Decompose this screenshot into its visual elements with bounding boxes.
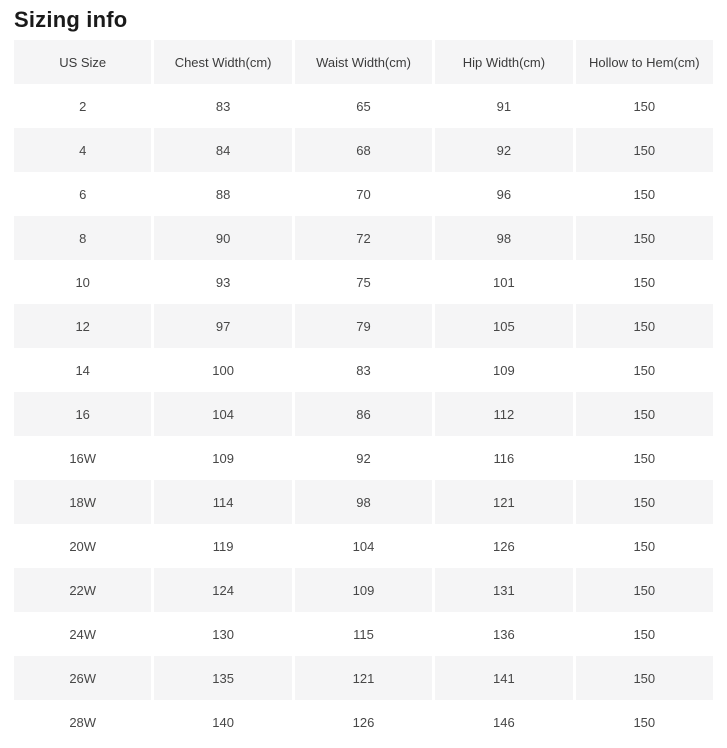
table-row: 16W 109 92 116 150 — [14, 436, 713, 480]
table-cell: 150 — [575, 172, 713, 216]
table-cell: 150 — [575, 700, 713, 744]
table-row: 28W 140 126 146 150 — [14, 700, 713, 744]
table-cell: 146 — [435, 700, 573, 744]
table-cell: 119 — [154, 524, 292, 568]
table-cell: 114 — [154, 480, 292, 524]
table-cell: 109 — [154, 436, 292, 480]
table-cell: 72 — [294, 216, 433, 260]
column-header: US Size — [14, 40, 152, 84]
column-header: Waist Width(cm) — [294, 40, 433, 84]
table-cell: 12 — [14, 304, 152, 348]
table-row: 10 93 75 101 150 — [14, 260, 713, 304]
table-cell: 79 — [294, 304, 433, 348]
table-cell: 83 — [294, 348, 433, 392]
table-cell: 16W — [14, 436, 152, 480]
table-cell: 22W — [14, 568, 152, 612]
column-header: Chest Width(cm) — [154, 40, 292, 84]
table-cell: 115 — [294, 612, 433, 656]
table-cell: 90 — [154, 216, 292, 260]
table-row: 26W 135 121 141 150 — [14, 656, 713, 700]
table-cell: 150 — [575, 84, 713, 128]
table-row: 16 104 86 112 150 — [14, 392, 713, 436]
table-cell: 150 — [575, 436, 713, 480]
table-cell: 150 — [575, 480, 713, 524]
table-cell: 10 — [14, 260, 152, 304]
table-cell: 86 — [294, 392, 433, 436]
table-cell: 121 — [294, 656, 433, 700]
table-cell: 105 — [435, 304, 573, 348]
table-row: 4 84 68 92 150 — [14, 128, 713, 172]
table-cell: 70 — [294, 172, 433, 216]
table-cell: 8 — [14, 216, 152, 260]
table-row: 12 97 79 105 150 — [14, 304, 713, 348]
table-cell: 6 — [14, 172, 152, 216]
table-cell: 104 — [294, 524, 433, 568]
table-cell: 109 — [435, 348, 573, 392]
table-cell: 130 — [154, 612, 292, 656]
table-row: 14 100 83 109 150 — [14, 348, 713, 392]
table-cell: 2 — [14, 84, 152, 128]
table-cell: 109 — [294, 568, 433, 612]
table-cell: 28W — [14, 700, 152, 744]
table-cell: 104 — [154, 392, 292, 436]
table-row: 22W 124 109 131 150 — [14, 568, 713, 612]
table-cell: 121 — [435, 480, 573, 524]
table-row: 24W 130 115 136 150 — [14, 612, 713, 656]
page-title: Sizing info — [14, 7, 128, 32]
table-cell: 20W — [14, 524, 152, 568]
table-cell: 24W — [14, 612, 152, 656]
table-cell: 150 — [575, 260, 713, 304]
table-cell: 4 — [14, 128, 152, 172]
table-cell: 84 — [154, 128, 292, 172]
table-cell: 150 — [575, 128, 713, 172]
table-header-row: US Size Chest Width(cm) Waist Width(cm) Hip… — [14, 40, 713, 84]
table-cell: 141 — [435, 656, 573, 700]
table-cell: 136 — [435, 612, 573, 656]
column-header: Hollow to Hem(cm) — [575, 40, 713, 84]
table-cell: 14 — [14, 348, 152, 392]
table-cell: 124 — [154, 568, 292, 612]
table-cell: 150 — [575, 568, 713, 612]
table-cell: 98 — [294, 480, 433, 524]
table-row: 6 88 70 96 150 — [14, 172, 713, 216]
table-cell: 140 — [154, 700, 292, 744]
table-cell: 65 — [294, 84, 433, 128]
table-cell: 18W — [14, 480, 152, 524]
table-cell: 16 — [14, 392, 152, 436]
table-cell: 91 — [435, 84, 573, 128]
table-cell: 112 — [435, 392, 573, 436]
table-cell: 116 — [435, 436, 573, 480]
table-cell: 135 — [154, 656, 292, 700]
table-cell: 150 — [575, 656, 713, 700]
table-cell: 88 — [154, 172, 292, 216]
table-cell: 150 — [575, 348, 713, 392]
table-cell: 98 — [435, 216, 573, 260]
sizing-table: US Size Chest Width(cm) Waist Width(cm) Hip… — [14, 40, 713, 744]
table-cell: 150 — [575, 392, 713, 436]
table-body: 2 83 65 91 150 4 84 68 92 150 6 88 70 96 150 8 90 72 98 150… — [14, 84, 713, 744]
table-cell: 97 — [154, 304, 292, 348]
table-row: 20W 119 104 126 150 — [14, 524, 713, 568]
table-cell: 93 — [154, 260, 292, 304]
table-cell: 126 — [435, 524, 573, 568]
table-cell: 126 — [294, 700, 433, 744]
table-row: 8 90 72 98 150 — [14, 216, 713, 260]
table-cell: 100 — [154, 348, 292, 392]
table-row: 2 83 65 91 150 — [14, 84, 713, 128]
table-cell: 131 — [435, 568, 573, 612]
table-cell: 101 — [435, 260, 573, 304]
table-cell: 150 — [575, 216, 713, 260]
column-header: Hip Width(cm) — [435, 40, 573, 84]
table-cell: 150 — [575, 304, 713, 348]
table-cell: 92 — [294, 436, 433, 480]
table-cell: 26W — [14, 656, 152, 700]
table-cell: 92 — [435, 128, 573, 172]
table-row: 18W 114 98 121 150 — [14, 480, 713, 524]
table-cell: 96 — [435, 172, 573, 216]
table-cell: 68 — [294, 128, 433, 172]
table-cell: 150 — [575, 524, 713, 568]
table-cell: 83 — [154, 84, 292, 128]
table-cell: 150 — [575, 612, 713, 656]
table-cell: 75 — [294, 260, 433, 304]
